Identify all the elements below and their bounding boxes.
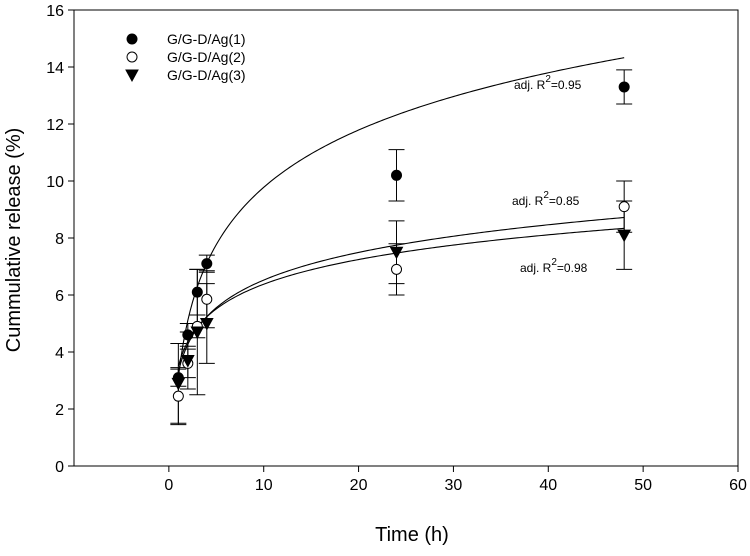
data-points: [171, 81, 632, 402]
x-axis-title: Time (h): [375, 524, 449, 546]
annotation-label: adj. R: [520, 261, 552, 275]
x-tick-label: 40: [539, 477, 557, 494]
fit-curve-series-2: [177, 216, 625, 373]
annotation-label: adj. R: [514, 78, 546, 92]
y-tick-label: 10: [46, 174, 64, 191]
y-tick-label: 16: [46, 3, 64, 20]
data-point-series-3: [171, 377, 186, 391]
x-tick-label: 0: [164, 477, 173, 494]
legend-marker-series-1: [126, 33, 138, 45]
fit-annotation-series-3: adj. R2=0.98: [520, 257, 588, 275]
fit-curves: [177, 57, 625, 378]
y-tick-label: 6: [55, 288, 64, 305]
data-point-series-2: [201, 293, 213, 305]
legend: G/G-D/Ag(1) G/G-D/Ag(2) G/G-D/Ag(3): [125, 31, 246, 83]
legend-label-series-2: G/G-D/Ag(2): [167, 49, 246, 65]
y-tick-label: 12: [46, 117, 64, 134]
fit-annotation-series-1: adj. R2=0.95: [514, 74, 582, 92]
data-point-series-1: [182, 329, 194, 341]
annotation-superscript: 2: [545, 74, 551, 85]
data-point-series-1: [618, 81, 630, 93]
data-point-series-3: [617, 229, 632, 243]
legend-marker-series-3: [125, 69, 139, 83]
y-tick-label: 8: [55, 231, 64, 248]
data-point-series-1: [191, 286, 203, 298]
annotation-value: =0.85: [549, 194, 580, 208]
annotation-value: =0.98: [557, 261, 588, 275]
x-tick-label: 60: [729, 477, 747, 494]
y-tick-label: 4: [55, 345, 64, 362]
fit-curve-series-3: [177, 227, 625, 367]
legend-label-series-1: G/G-D/Ag(1): [167, 31, 246, 47]
legend-marker-series-2: [126, 51, 138, 63]
annotation-value: =0.95: [551, 78, 582, 92]
x-tick-label: 10: [255, 477, 273, 494]
data-point-series-1: [391, 169, 403, 181]
annotation-superscript: 2: [543, 190, 549, 201]
y-tick-label: 14: [46, 60, 64, 77]
legend-label-series-3: G/G-D/Ag(3): [167, 67, 246, 83]
y-axis-title: Cummulative release (%): [3, 128, 25, 353]
data-point-series-3: [190, 326, 205, 340]
x-tick-label: 50: [634, 477, 652, 494]
data-point-series-1: [201, 258, 213, 270]
y-tick-label: 0: [55, 459, 64, 476]
x-tick-label: 20: [350, 477, 368, 494]
data-point-series-3: [389, 246, 404, 260]
x-tick-label: 30: [445, 477, 463, 494]
data-point-series-2: [172, 390, 184, 402]
fit-annotation-series-2: adj. R2=0.85: [512, 190, 580, 208]
data-point-series-2: [618, 201, 630, 213]
y-tick-label: 2: [55, 402, 64, 419]
data-point-series-3: [180, 355, 195, 368]
axes: 0 10 20 30 40 50 60 0 2 4 6 8 10 12 14 16: [46, 3, 747, 494]
data-point-series-3: [199, 318, 214, 331]
annotation-superscript: 2: [551, 257, 557, 268]
fit-curve-series-1: [177, 57, 625, 378]
annotation-label: adj. R: [512, 194, 544, 208]
data-point-series-2: [391, 263, 403, 275]
